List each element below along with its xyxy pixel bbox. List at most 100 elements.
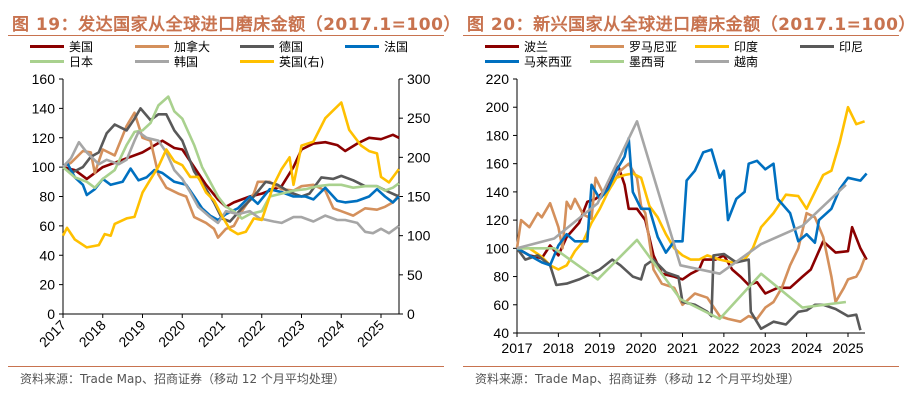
y2-tick-label: 150 bbox=[407, 189, 431, 205]
y-tick-label: 180 bbox=[486, 127, 510, 143]
legend-swatch bbox=[695, 60, 729, 63]
legend-item: 印尼 bbox=[800, 38, 863, 55]
chart-title: 图 19：发达国家从全球进口磨床金额（2017.1=100） bbox=[12, 15, 461, 35]
y-tick-label: 20 bbox=[39, 277, 55, 293]
y-tick-label: 160 bbox=[486, 156, 510, 172]
x-tick-label: 2017 bbox=[36, 317, 69, 350]
y-tick-label: 80 bbox=[39, 189, 55, 205]
legend-label: 美国 bbox=[69, 40, 94, 54]
y-tick-label: 60 bbox=[39, 218, 55, 234]
x-tick-label: 2021 bbox=[667, 340, 698, 356]
series-line-日本 bbox=[62, 95, 400, 220]
legend-item: 罗马尼亚 bbox=[590, 38, 677, 55]
legend-item: 英国(右) bbox=[240, 53, 324, 70]
legend-label: 德国 bbox=[279, 40, 304, 54]
y2-tick-label: 50 bbox=[407, 267, 423, 283]
legend-swatch bbox=[590, 45, 624, 48]
x-tick-label: 2019 bbox=[115, 317, 148, 350]
legend-item: 德国 bbox=[240, 38, 303, 55]
legend-label: 印尼 bbox=[839, 40, 864, 54]
chart-panel-emerging: 图 20：新兴国家从全球进口磨床金额（2017.1=100） 波兰 罗马尼亚 印度 印… bbox=[463, 0, 905, 420]
x-tick-label: 2017 bbox=[501, 340, 532, 356]
x-tick-label: 2018 bbox=[76, 317, 109, 350]
y-tick-label: 120 bbox=[32, 130, 56, 146]
legend-label: 印度 bbox=[734, 40, 759, 54]
chart-title: 图 20：新兴国家从全球进口磨床金额（2017.1=100） bbox=[467, 15, 905, 35]
legend-item: 日本 bbox=[30, 53, 93, 70]
y-tick-label: 60 bbox=[493, 297, 509, 313]
source-note: 资料来源：Trade Map、招商证券（移动 12 个月平均处理） bbox=[475, 372, 800, 386]
y-tick-label: 100 bbox=[32, 159, 56, 175]
footer-divider bbox=[463, 366, 899, 367]
legend-label: 罗马尼亚 bbox=[629, 40, 678, 54]
title-divider bbox=[463, 35, 899, 36]
y-tick-label: 140 bbox=[32, 100, 56, 116]
legend-swatch bbox=[30, 60, 64, 63]
legend-label: 韩国 bbox=[174, 55, 199, 69]
legend-item: 越南 bbox=[695, 53, 758, 70]
legend-swatch bbox=[485, 60, 519, 63]
series-line-韩国 bbox=[62, 130, 400, 235]
legend-label: 英国(右) bbox=[279, 55, 325, 69]
footer-divider bbox=[8, 366, 444, 367]
legend-swatch bbox=[800, 45, 834, 48]
y2-tick-label: 100 bbox=[407, 228, 431, 244]
legend-swatch bbox=[485, 45, 519, 48]
legend-label: 墨西哥 bbox=[629, 55, 666, 69]
y2-tick-label: 0 bbox=[407, 306, 415, 322]
legend-item: 波兰 bbox=[485, 38, 548, 55]
series-line-越南 bbox=[516, 120, 847, 275]
source-note: 资料来源：Trade Map、招商证券（移动 12 个月平均处理） bbox=[20, 372, 345, 386]
y-tick-label: 200 bbox=[486, 99, 510, 115]
legend-label: 越南 bbox=[734, 55, 759, 69]
x-tick-label: 2024 bbox=[791, 340, 822, 356]
legend-label: 日本 bbox=[69, 55, 94, 69]
chart-1: 40 60 80 100 120 140 160 180 200 220 2017 2018 2019 2… bbox=[486, 71, 868, 356]
series-line-英国(右) bbox=[61, 101, 400, 249]
legend-item: 马来西亚 bbox=[485, 53, 572, 70]
legend-swatch bbox=[345, 45, 379, 48]
y-tick-label: 40 bbox=[39, 247, 55, 263]
series-line-马来西亚 bbox=[516, 137, 868, 267]
legend-swatch bbox=[135, 60, 169, 63]
chart-panel-developed: 图 19：发达国家从全球进口磨床金额（2017.1=100） 美国 加拿大 德国 法国… bbox=[8, 0, 460, 420]
legend-swatch bbox=[695, 45, 729, 48]
x-tick-label: 2020 bbox=[155, 317, 188, 350]
x-tick-label: 2023 bbox=[274, 317, 307, 350]
legend-swatch bbox=[30, 45, 64, 48]
series-line-法国 bbox=[62, 161, 400, 222]
y-tick-label: 160 bbox=[32, 71, 56, 87]
y-tick-label: 80 bbox=[493, 269, 509, 285]
series-line-波兰 bbox=[516, 165, 868, 295]
series-line-美国 bbox=[62, 133, 400, 209]
legend-item: 墨西哥 bbox=[590, 53, 665, 70]
x-tick-label: 2020 bbox=[626, 340, 657, 356]
x-tick-label: 2022 bbox=[708, 340, 739, 356]
legend-item: 印度 bbox=[695, 38, 758, 55]
x-tick-label: 2025 bbox=[354, 317, 387, 350]
legend-label: 加拿大 bbox=[174, 40, 211, 54]
legend-item: 加拿大 bbox=[135, 38, 210, 55]
x-tick-label: 2019 bbox=[584, 340, 615, 356]
legend-label: 法国 bbox=[384, 40, 409, 54]
x-tick-label: 2024 bbox=[314, 317, 347, 350]
legend-label: 波兰 bbox=[524, 40, 549, 54]
series-line-墨西哥 bbox=[517, 238, 847, 321]
x-tick-label: 2025 bbox=[832, 340, 863, 356]
x-tick-label: 2018 bbox=[543, 340, 574, 356]
title-divider bbox=[8, 35, 444, 36]
y-tick-label: 140 bbox=[486, 184, 510, 200]
y-tick-label: 40 bbox=[493, 325, 509, 341]
x-tick-label: 2023 bbox=[750, 340, 781, 356]
legend-swatch bbox=[240, 60, 274, 63]
y-tick-label: 120 bbox=[486, 212, 510, 228]
series-line-印度 bbox=[517, 105, 866, 271]
legend-swatch bbox=[240, 45, 274, 48]
legend-swatch bbox=[135, 45, 169, 48]
series-line-罗马尼亚 bbox=[515, 162, 866, 323]
y-tick-label: 100 bbox=[486, 240, 510, 256]
y2-tick-label: 250 bbox=[407, 110, 431, 126]
legend-item: 法国 bbox=[345, 38, 408, 55]
y-tick-label: 220 bbox=[486, 71, 510, 87]
